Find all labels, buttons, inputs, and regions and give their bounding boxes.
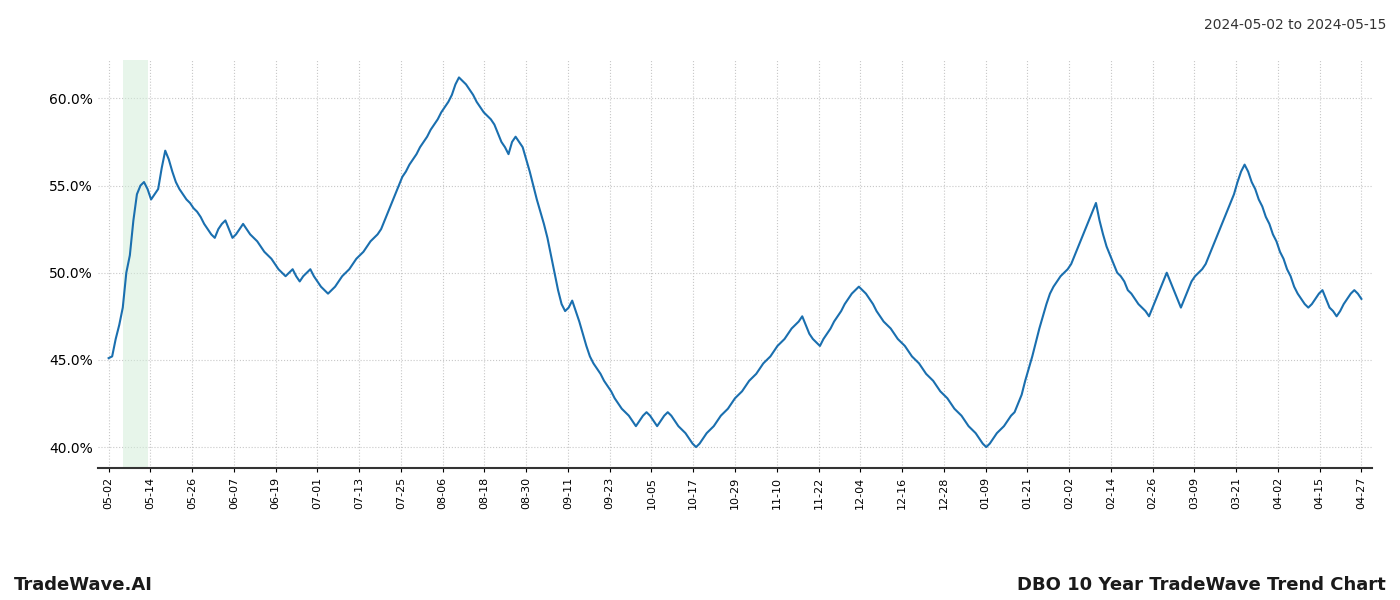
- Text: TradeWave.AI: TradeWave.AI: [14, 576, 153, 594]
- Text: 2024-05-02 to 2024-05-15: 2024-05-02 to 2024-05-15: [1204, 18, 1386, 32]
- Text: DBO 10 Year TradeWave Trend Chart: DBO 10 Year TradeWave Trend Chart: [1018, 576, 1386, 594]
- Bar: [123, 60, 147, 468]
